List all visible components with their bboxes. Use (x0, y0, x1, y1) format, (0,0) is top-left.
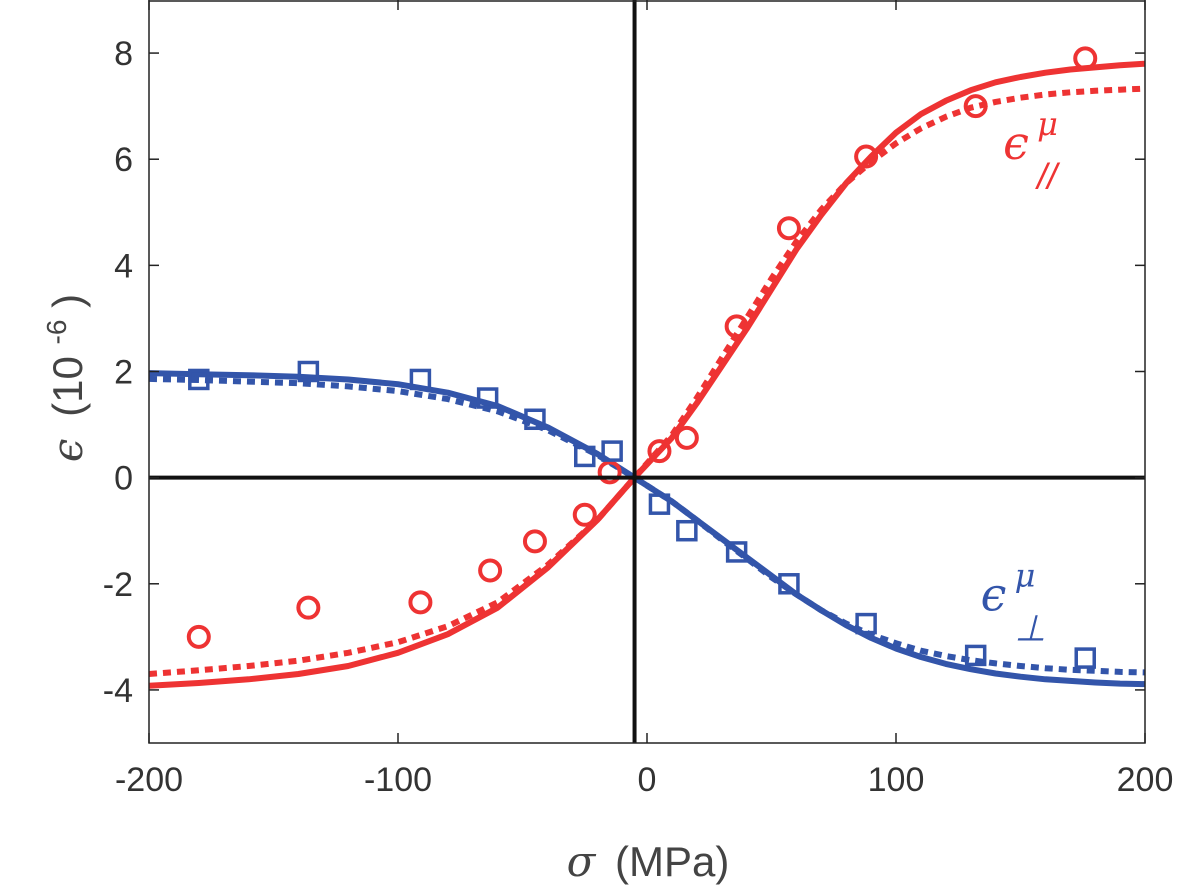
y-tick-label: 0 (114, 460, 133, 498)
annotation-epsilon-perpendicular: ϵ μ ⊥ (981, 556, 1046, 648)
annotation-perp-sup: μ (1015, 556, 1036, 594)
data-point-circle (724, 314, 749, 339)
data-point-square (476, 387, 499, 409)
data-point-circle (647, 439, 672, 464)
data-point-circle (776, 216, 801, 241)
annotation-epsilon-parallel: ϵ μ // (1003, 105, 1061, 197)
data-point-circle (674, 425, 699, 450)
reference-lines (149, 0, 1145, 743)
x-tick-label: -200 (115, 761, 183, 799)
data-point-circle (186, 624, 211, 649)
data-point-square (188, 368, 210, 391)
y-tick-label: 4 (114, 247, 133, 285)
x-axis-title: σ (MPa) (567, 837, 730, 886)
x-tick-label: 0 (638, 761, 657, 799)
data-point-square (409, 368, 432, 391)
data-point-square (524, 408, 546, 431)
y-axis-exponent: -6 (41, 320, 72, 345)
annotation-perp-symbol: ϵ (981, 567, 1007, 621)
series-line-parallel-model-dotted (148, 85, 1146, 677)
x-axis-symbol: σ (567, 837, 597, 886)
y-tick-label: 8 (114, 35, 133, 73)
annotation-perp-sub: ⊥ (1015, 607, 1046, 648)
data-point-square (1074, 647, 1096, 669)
data-point-circle (408, 590, 433, 615)
data-point-circle (296, 595, 321, 620)
y-axis-title: ϵ (10 -6 ) (28, 294, 92, 462)
data-point-circle (854, 144, 879, 169)
y-axis-symbol: ϵ (43, 439, 92, 463)
data-point-square (648, 493, 671, 515)
data-point-circle (597, 460, 622, 485)
data-point-circle (572, 502, 597, 527)
x-tick-label: -100 (364, 761, 432, 799)
x-axis-unit: (MPa) (615, 838, 729, 885)
annotation-parallel-sub: // (1034, 156, 1061, 197)
data-point-square (964, 644, 987, 667)
y-axis-unit: (10 (44, 356, 91, 417)
series-line-perpendicular-model-solid (148, 370, 1146, 688)
annotation-parallel-symbol: ϵ (1003, 116, 1029, 170)
data-point-circle (522, 529, 547, 554)
data-point-square (676, 519, 698, 542)
data-point-circle (478, 558, 503, 583)
data-point-square (778, 573, 800, 595)
data-point-square (601, 440, 623, 462)
x-axis-ticks: -200 -100 0 100 200 (115, 0, 1173, 799)
data-point-square (297, 360, 320, 383)
series-line-parallel-model-solid (148, 60, 1146, 689)
data-point-circle (1073, 46, 1098, 71)
data-point-square (855, 612, 877, 635)
y-tick-label: 2 (114, 354, 133, 392)
y-tick-label: -4 (103, 672, 133, 710)
y-tick-label: 6 (114, 141, 133, 179)
series-line-perpendicular-model-dotted (148, 375, 1146, 676)
data-point-square (574, 445, 596, 468)
y-axis-close: ) (44, 294, 91, 308)
y-axis-ticks: -4 -2 0 2 4 6 8 (103, 35, 1145, 710)
x-tick-label: 100 (868, 761, 925, 799)
x-tick-label: 200 (1117, 761, 1174, 799)
annotation-parallel-sup: μ (1037, 105, 1058, 143)
plot-series (148, 46, 1146, 689)
data-point-square (725, 541, 748, 563)
data-point-circle (963, 94, 988, 119)
y-tick-label: -2 (103, 566, 133, 604)
